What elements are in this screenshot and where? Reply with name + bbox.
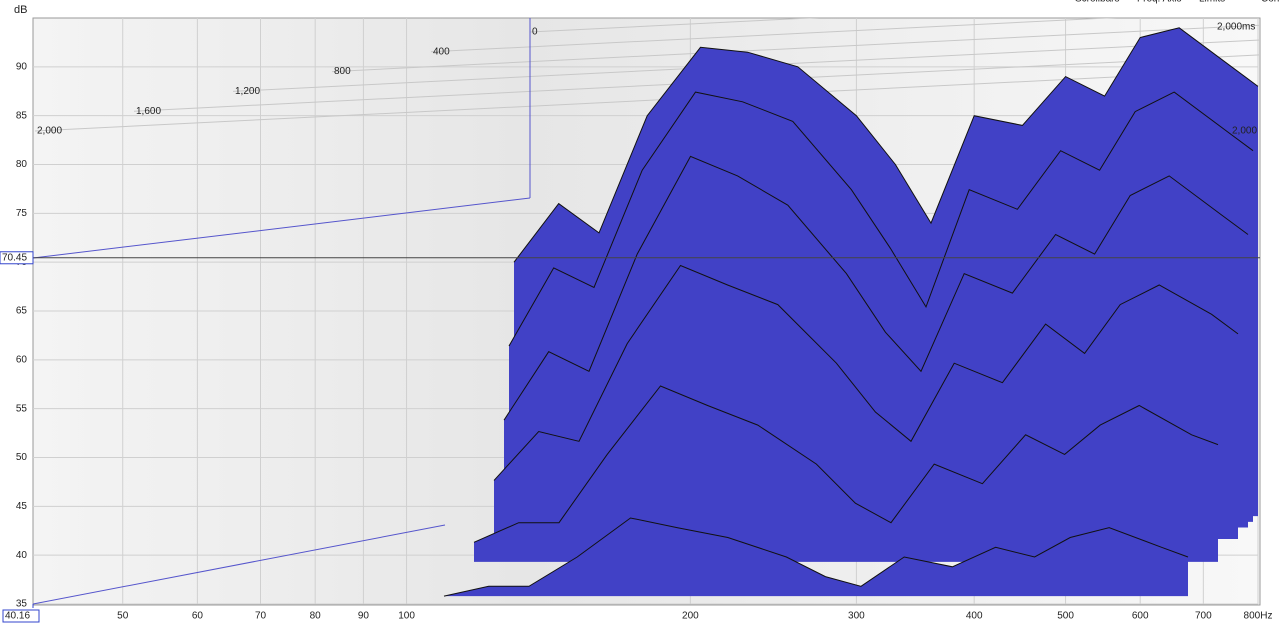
z-corner-label: 2,000 — [1232, 126, 1257, 137]
menu-item[interactable]: Limits — [1199, 0, 1225, 5]
slice — [473, 385, 1219, 562]
x-cursor-label: 40.16 — [5, 611, 30, 622]
z-tick-label: 800 — [334, 66, 351, 77]
slice-fill — [474, 386, 1218, 562]
x-tick-label: 80 — [310, 611, 322, 622]
y-tick-label: 85 — [16, 110, 28, 121]
y-tick-label: 45 — [16, 501, 28, 512]
y-tick-label: 80 — [16, 159, 28, 170]
z-tick-label: 1,600 — [136, 106, 161, 117]
depth-line — [232, 39, 1260, 92]
x-tick-label: 60 — [192, 611, 204, 622]
menu-item[interactable]: Scrollbars — [1075, 0, 1119, 5]
y-tick-label: 60 — [16, 354, 28, 365]
y-tick-label: 50 — [16, 452, 28, 463]
depth-line — [331, 24, 1260, 73]
depth-line — [34, 70, 1236, 132]
x-tick-label: 700 — [1195, 611, 1212, 622]
slice-line — [508, 91, 1254, 347]
slice-line — [493, 264, 1239, 481]
slice-fill — [444, 518, 1188, 597]
z-corner-label: 2,000ms — [1217, 22, 1255, 33]
z-tick-label: 2,000 — [37, 126, 62, 137]
z-tick-label: 400 — [433, 46, 450, 57]
slice — [443, 517, 1189, 597]
menu-item[interactable]: Controls — [1261, 0, 1280, 5]
cursor-box — [2, 609, 40, 623]
depth-line — [430, 18, 1118, 53]
x-tick-label: 100 — [398, 611, 415, 622]
slice-line — [503, 155, 1249, 421]
edge — [33, 524, 446, 605]
x-tick-label: 800Hz — [1244, 611, 1273, 622]
y-tick-label: 75 — [16, 208, 28, 219]
edge — [33, 197, 531, 259]
x-tick-label: 400 — [966, 611, 983, 622]
waterfall — [443, 27, 1259, 597]
y-tick-label: 90 — [16, 61, 28, 72]
cursor-box — [0, 251, 34, 265]
slice-line — [473, 385, 1219, 543]
x-tick-label: 500 — [1057, 611, 1074, 622]
y-tick-label: 65 — [16, 306, 28, 317]
y-tick-label: 55 — [16, 403, 28, 414]
y-cursor-label: 70.45 — [2, 252, 27, 263]
slice-line — [513, 27, 1259, 263]
x-tick-label: 50 — [117, 611, 129, 622]
y-tick-label: 40 — [16, 550, 28, 561]
z-tick-label: 0 — [532, 27, 538, 38]
y-tick-label: 35 — [16, 599, 28, 610]
depth-line — [529, 18, 821, 33]
y-unit: dB — [14, 4, 27, 16]
x-tick-label: 70 — [255, 611, 267, 622]
z-tick-label: 1,200 — [235, 86, 260, 97]
x-tick-label: 90 — [358, 611, 370, 622]
overlay: 3540455055606570758085905060708090100200… — [0, 22, 1273, 623]
x-tick-label: 200 — [682, 611, 699, 622]
x-tick-label: 300 — [848, 611, 865, 622]
x-tick-label: 600 — [1132, 611, 1149, 622]
slice-line — [443, 517, 1189, 597]
menu-item[interactable]: Freq. Axis — [1137, 0, 1181, 5]
